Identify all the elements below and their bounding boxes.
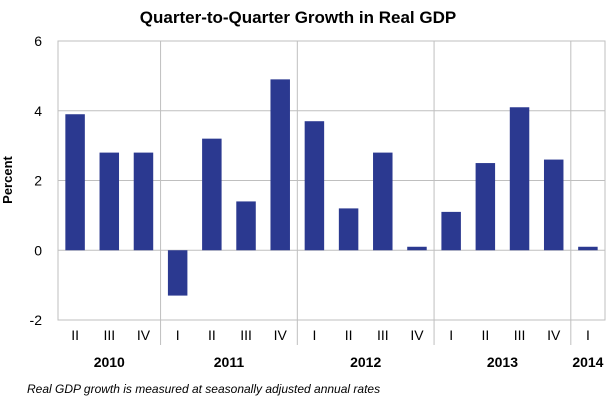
bar	[441, 211, 461, 251]
x-tick-label: II	[345, 327, 353, 343]
x-tick-label: III	[377, 327, 389, 343]
x-tick-label: I	[449, 327, 453, 343]
bar	[578, 246, 598, 251]
bar	[475, 163, 496, 251]
year-label: 2010	[94, 354, 125, 370]
y-tick-label: 6	[34, 33, 42, 49]
x-tick-label: I	[312, 327, 316, 343]
x-tick-label: II	[208, 327, 216, 343]
bar	[373, 152, 393, 251]
bar	[65, 114, 85, 251]
bar	[99, 152, 120, 251]
bar	[167, 250, 188, 296]
year-label: 2011	[214, 354, 245, 370]
year-label: 2012	[350, 354, 381, 370]
bar	[202, 138, 222, 251]
x-tick-label: III	[103, 327, 115, 343]
bar	[304, 121, 325, 251]
x-tick-label: I	[176, 327, 180, 343]
x-tick-label: III	[240, 327, 252, 343]
y-tick-label: 0	[34, 242, 42, 258]
x-tick-label: IV	[547, 327, 561, 343]
bar	[338, 208, 359, 251]
x-tick-label: IV	[410, 327, 424, 343]
footnote: Real GDP growth is measured at seasonall…	[27, 382, 380, 396]
bar	[543, 159, 564, 251]
y-tick-label: -2	[30, 312, 43, 328]
bar	[509, 107, 530, 251]
year-label: 2014	[572, 354, 603, 370]
chart-title: Quarter-to-Quarter Growth in Real GDP	[140, 8, 456, 27]
y-tick-label: 2	[34, 173, 42, 189]
x-tick-label: II	[71, 327, 79, 343]
bar	[133, 152, 154, 251]
bar	[270, 79, 290, 251]
x-tick-label: IV	[137, 327, 151, 343]
x-tick-label: IV	[274, 327, 288, 343]
bar	[407, 246, 427, 251]
bars	[65, 79, 598, 296]
x-tick-label: III	[514, 327, 526, 343]
y-tick-label: 4	[34, 103, 42, 119]
x-tick-label: I	[586, 327, 590, 343]
x-tick-label: II	[481, 327, 489, 343]
y-axis-label: Percent	[0, 155, 15, 203]
bar	[236, 201, 256, 251]
year-label: 2013	[487, 354, 518, 370]
